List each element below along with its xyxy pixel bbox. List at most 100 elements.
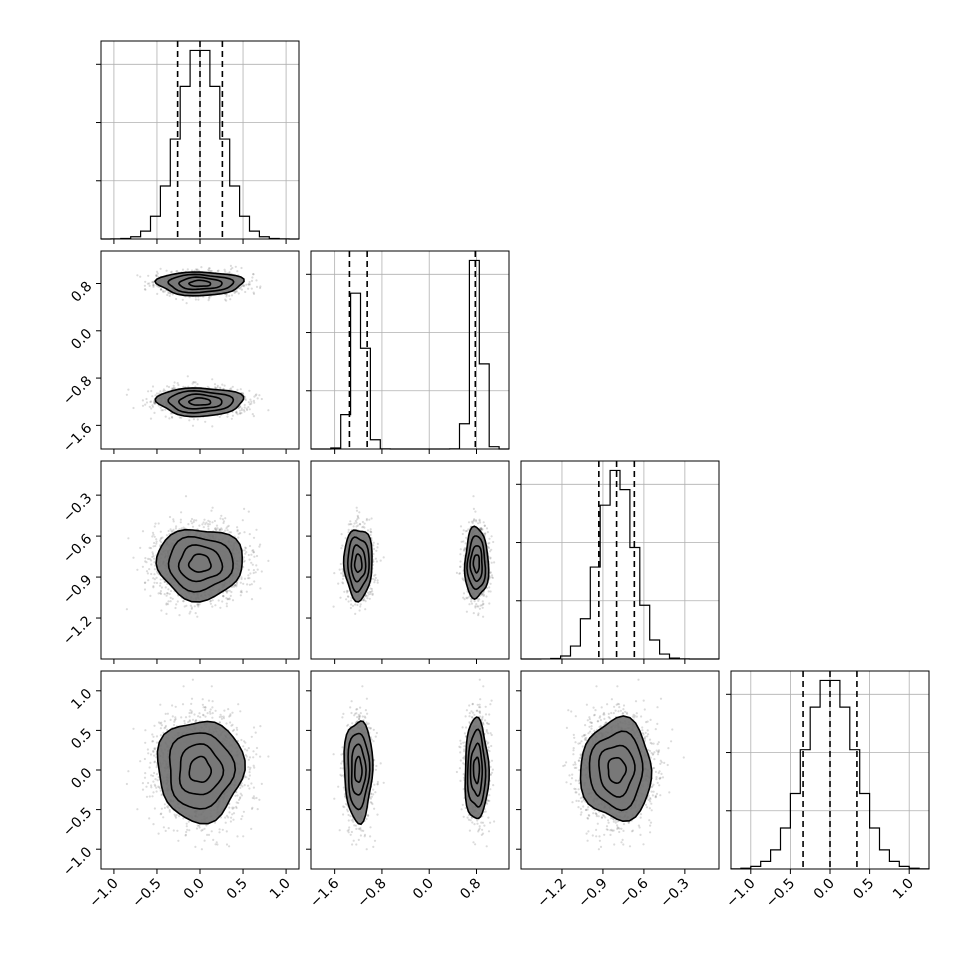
scatter-point xyxy=(462,540,465,543)
panel-frame xyxy=(100,460,300,660)
scatter-point xyxy=(152,545,155,548)
scatter-point xyxy=(267,409,270,412)
scatter-point xyxy=(180,416,183,419)
scatter-point xyxy=(231,414,234,417)
scatter-point xyxy=(155,581,159,585)
scatter-point xyxy=(240,577,243,581)
scatter-point xyxy=(216,527,219,530)
scatter-point xyxy=(260,570,263,573)
scatter-point xyxy=(155,270,159,273)
scatter-point xyxy=(202,526,205,529)
scatter-point xyxy=(208,523,211,526)
scatter-point xyxy=(243,577,247,580)
scatter-point xyxy=(175,270,178,273)
scatter-point xyxy=(248,558,251,561)
scatter-point xyxy=(155,540,158,543)
scatter-point xyxy=(229,594,232,598)
scatter-point xyxy=(159,390,162,393)
scatter-point xyxy=(163,290,166,293)
scatter-point xyxy=(178,416,181,419)
scatter-point xyxy=(160,541,163,544)
scatter-point xyxy=(491,576,494,580)
scatter-point xyxy=(244,546,247,549)
scatter-point xyxy=(226,589,229,592)
scatter-point xyxy=(218,528,222,531)
scatter-point xyxy=(193,381,196,384)
panel-content xyxy=(332,495,496,618)
scatter-point xyxy=(147,274,150,277)
scatter-point xyxy=(230,590,233,594)
scatter-point xyxy=(229,264,232,267)
scatter-point xyxy=(244,547,247,550)
scatter-point xyxy=(190,606,193,609)
scatter-point xyxy=(259,543,262,546)
scatter-point xyxy=(151,395,154,398)
scatter-point xyxy=(223,384,226,387)
scatter-point xyxy=(165,269,168,272)
scatter-point xyxy=(152,283,155,286)
scatter-point xyxy=(191,522,194,525)
scatter-point xyxy=(210,269,213,273)
scatter-point xyxy=(228,598,231,601)
scatter-point xyxy=(166,603,170,606)
scatter-point xyxy=(243,559,246,563)
scatter-point xyxy=(249,398,252,401)
scatter-point xyxy=(234,265,237,268)
scatter-point xyxy=(225,589,228,593)
scatter-point xyxy=(217,269,220,272)
scatter-point xyxy=(211,506,214,509)
scatter-point xyxy=(159,539,162,542)
scatter-point xyxy=(247,287,250,290)
scatter-point xyxy=(204,523,207,526)
scatter-point xyxy=(160,288,163,291)
panel-frame xyxy=(100,250,300,450)
scatter-point xyxy=(260,397,263,401)
scatter-point xyxy=(225,299,228,302)
scatter-point xyxy=(169,528,172,531)
scatter-point xyxy=(220,514,223,517)
contour-line xyxy=(167,535,234,593)
scatter-point xyxy=(150,400,153,403)
scatter-point xyxy=(176,269,179,273)
scatter-point xyxy=(250,402,253,405)
scatter-point xyxy=(176,600,179,603)
panel-frame xyxy=(730,670,930,870)
scatter-point xyxy=(154,522,157,525)
scatter-point xyxy=(247,401,250,404)
scatter-point xyxy=(219,387,222,390)
scatter-point xyxy=(162,388,165,391)
scatter-point xyxy=(240,589,243,592)
scatter-point xyxy=(252,273,255,276)
scatter-point xyxy=(231,599,235,602)
scatter-point xyxy=(253,555,256,558)
scatter-point xyxy=(200,266,203,269)
scatter-point xyxy=(171,530,174,533)
scatter-point xyxy=(139,275,142,278)
scatter-point xyxy=(145,570,149,573)
scatter-point xyxy=(240,591,243,594)
scatter-point xyxy=(350,603,353,606)
scatter-point xyxy=(466,597,469,600)
scatter-point xyxy=(184,495,188,498)
scatter-point xyxy=(244,398,247,402)
scatter-point xyxy=(214,604,217,607)
scatter-point xyxy=(245,590,248,593)
scatter-point xyxy=(252,399,255,402)
scatter-point xyxy=(197,605,200,608)
scatter-point xyxy=(166,592,169,595)
histogram-p0 xyxy=(100,49,300,240)
histogram-p2 xyxy=(521,469,719,660)
scatter-point xyxy=(174,606,177,610)
scatter-point xyxy=(239,388,242,391)
scatter-point xyxy=(226,529,229,532)
scatter-point xyxy=(235,410,238,413)
scatter-point xyxy=(155,274,158,278)
scatter-point xyxy=(170,270,173,273)
scatter-point xyxy=(222,520,226,523)
scatter-point xyxy=(231,385,234,388)
scatter-point xyxy=(224,517,227,520)
scatter-point xyxy=(213,383,217,386)
scatter-point xyxy=(165,602,168,605)
scatter-point xyxy=(152,586,155,589)
scatter-point xyxy=(467,528,470,531)
